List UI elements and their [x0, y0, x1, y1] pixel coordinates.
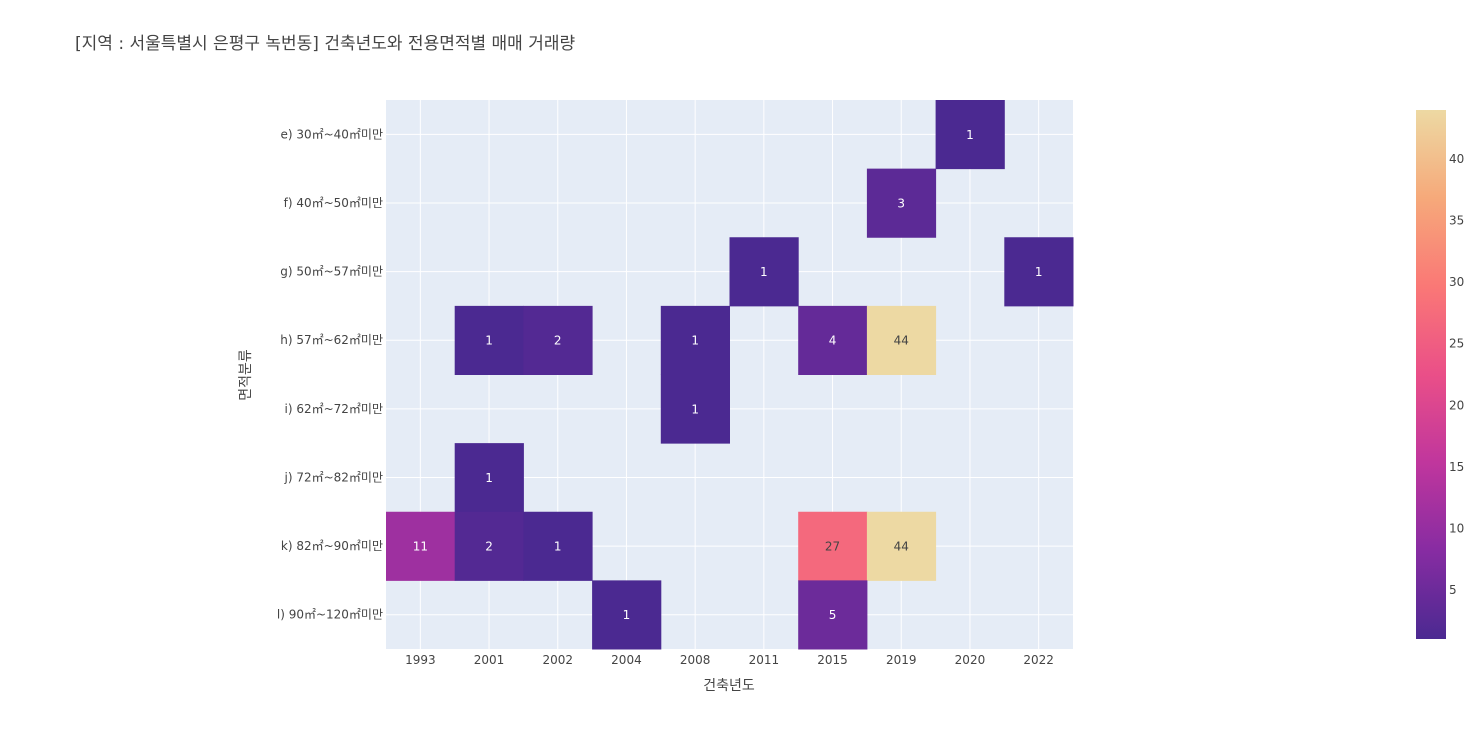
cell-value-label: 27	[825, 540, 840, 554]
colorbar-tick-label: 30	[1449, 275, 1464, 289]
colorbar-tick-label: 35	[1449, 214, 1464, 228]
heatmap-cell[interactable]	[1004, 237, 1074, 307]
cell-value-label: 1	[1035, 265, 1043, 279]
cell-value-label: 1	[623, 608, 631, 622]
y-axis-title: 면적분류	[238, 349, 254, 401]
heatmap-cell[interactable]	[798, 511, 868, 581]
cell-value-label: 5	[829, 608, 837, 622]
cell-value-label: 1	[760, 265, 768, 279]
cell-value-label: 11	[413, 540, 428, 554]
y-tick-label: l) 90㎡~120㎡미만	[277, 608, 383, 622]
heatmap-cell[interactable]	[592, 580, 662, 650]
colorbar-tick-label: 20	[1449, 398, 1464, 412]
heatmap-cell[interactable]	[660, 305, 730, 375]
colorbar-tick-label: 15	[1449, 460, 1464, 474]
y-tick-label: h) 57㎡~62㎡미만	[280, 333, 383, 347]
cell-value-label: 44	[894, 540, 909, 554]
cell-value-label: 2	[485, 540, 493, 554]
x-tick-label: 1993	[405, 653, 436, 667]
heatmap-cell[interactable]	[866, 168, 937, 238]
x-tick-label: 2015	[817, 653, 848, 667]
colorbar: 5 10 15 20 25 30 35 40	[1416, 110, 1464, 639]
heatmap-cell[interactable]	[454, 511, 524, 581]
heatmap-cell[interactable]	[523, 305, 593, 375]
cell-value-label: 1	[966, 128, 974, 142]
heatmap-cell[interactable]	[729, 237, 799, 307]
cell-value-label: 1	[485, 471, 493, 485]
y-tick-label: k) 82㎡~90㎡미만	[281, 539, 383, 553]
y-tick-label: f) 40㎡~50㎡미만	[284, 196, 383, 210]
x-tick-label: 2001	[474, 653, 505, 667]
chart-title: [지역 : 서울특별시 은평구 녹번동] 건축년도와 전용면적별 매매 거래량	[75, 34, 576, 54]
cell-value-label: 3	[897, 196, 905, 210]
colorbar-gradient	[1416, 110, 1446, 639]
heatmap-cell[interactable]	[935, 100, 1005, 170]
heatmap-cell[interactable]	[798, 305, 868, 375]
heatmap-cell[interactable]	[386, 511, 456, 581]
colorbar-tick-label: 25	[1449, 337, 1464, 351]
colorbar-tick-label: 5	[1449, 583, 1457, 597]
x-tick-label: 2004	[611, 653, 642, 667]
y-tick-label: e) 30㎡~40㎡미만	[280, 127, 383, 141]
x-tick-label: 2019	[886, 653, 917, 667]
cell-value-label: 1	[691, 402, 699, 416]
x-tick-label: 2020	[955, 653, 986, 667]
x-axis-title: 건축년도	[703, 678, 755, 694]
colorbar-tick-label: 40	[1449, 152, 1464, 166]
cell-value-label: 1	[485, 334, 493, 348]
cell-value-label: 4	[829, 334, 837, 348]
heatmap-cell[interactable]	[798, 580, 868, 650]
heatmap-cell[interactable]	[866, 511, 937, 581]
heatmap-cell[interactable]	[523, 511, 593, 581]
heatmap-cell[interactable]	[660, 374, 730, 444]
heatmap-cell[interactable]	[866, 305, 937, 375]
cell-value-label: 1	[554, 540, 562, 554]
y-tick-label: j) 72㎡~82㎡미만	[283, 470, 383, 484]
x-tick-label: 2002	[542, 653, 573, 667]
colorbar-tick-label: 10	[1449, 521, 1464, 535]
y-tick-label: g) 50㎡~57㎡미만	[280, 265, 383, 279]
heatmap-cell[interactable]	[454, 305, 524, 375]
x-tick-label: 2008	[680, 653, 711, 667]
y-tick-label: i) 62㎡~72㎡미만	[284, 402, 383, 416]
cell-value-label: 1	[691, 334, 699, 348]
cell-value-label: 44	[894, 334, 909, 348]
x-tick-label: 2022	[1023, 653, 1054, 667]
heatmap-cell[interactable]	[454, 443, 524, 513]
cell-value-label: 2	[554, 334, 562, 348]
x-tick-label: 2011	[749, 653, 780, 667]
